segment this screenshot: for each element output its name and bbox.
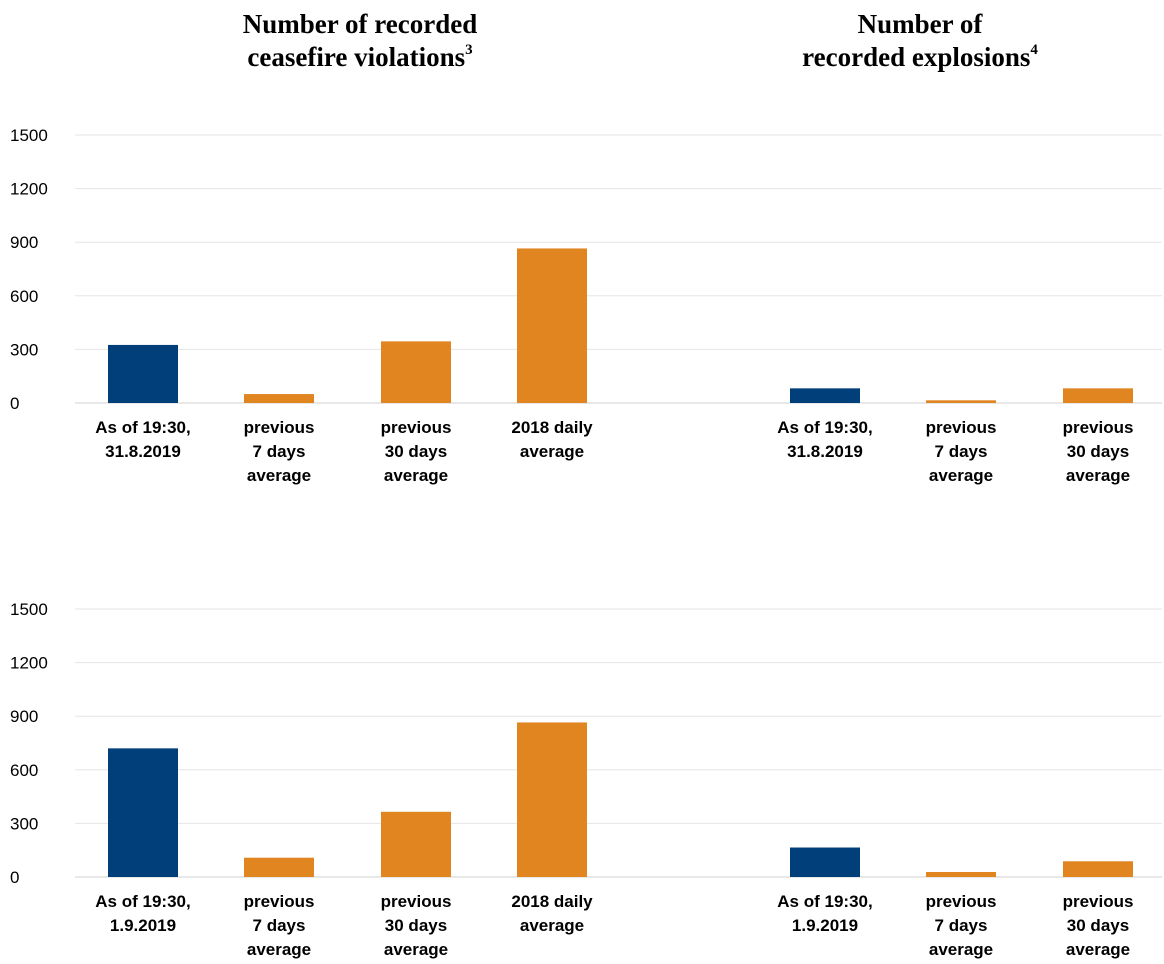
- y-tick-label: 600: [10, 287, 38, 306]
- category-label-line: previous: [244, 892, 315, 911]
- category-label-line: average: [384, 940, 448, 959]
- title-line-2-text: ceasefire violations: [247, 42, 466, 72]
- category-label-line: 1.9.2019: [792, 916, 858, 935]
- bar-average: [517, 248, 587, 403]
- category-label-line: average: [929, 940, 993, 959]
- category-label: As of 19:30, 31.8.2019: [95, 418, 190, 461]
- bar-current: [108, 344, 178, 403]
- category-label: previous 30 days average: [381, 892, 452, 959]
- category-label: As of 19:30, 1.9.2019: [777, 892, 872, 935]
- category-label-line: 7 days: [253, 442, 306, 461]
- category-label-line: 7 days: [253, 916, 306, 935]
- bar-average: [517, 722, 587, 877]
- category-label-line: average: [247, 940, 311, 959]
- category-label: 2018 daily average: [511, 892, 593, 935]
- bar-average: [381, 341, 451, 403]
- category-label: previous 30 days average: [381, 418, 452, 485]
- category-label: previous 7 days average: [244, 418, 315, 485]
- y-tick-label: 0: [10, 394, 19, 413]
- category-label: previous 30 days average: [1063, 892, 1134, 959]
- category-label: 2018 daily average: [511, 418, 593, 461]
- bar-current: [108, 748, 178, 877]
- category-label: As of 19:30, 1.9.2019: [95, 892, 190, 935]
- category-label-line: average: [247, 466, 311, 485]
- category-label-line: 31.8.2019: [105, 442, 181, 461]
- y-tick-label: 1500: [10, 126, 48, 145]
- y-tick-label: 1500: [10, 600, 48, 619]
- footnote-marker: 3: [465, 42, 473, 58]
- category-label-line: average: [929, 466, 993, 485]
- y-tick-label: 900: [10, 233, 38, 252]
- category-label-line: previous: [381, 418, 452, 437]
- y-tick-label: 600: [10, 761, 38, 780]
- bar-average: [244, 857, 314, 877]
- title-line-2: ceasefire violations3: [80, 41, 640, 74]
- category-label-line: As of 19:30,: [777, 892, 872, 911]
- category-label-line: As of 19:30,: [777, 418, 872, 437]
- category-label-line: As of 19:30,: [95, 892, 190, 911]
- footnote-marker: 4: [1030, 42, 1038, 58]
- category-label-line: 2018 daily: [511, 418, 593, 437]
- y-tick-label: 300: [10, 814, 38, 833]
- category-label: previous 7 days average: [244, 892, 315, 959]
- category-label-line: 7 days: [935, 916, 988, 935]
- y-tick-label: 0: [10, 868, 19, 887]
- category-label-line: average: [520, 442, 584, 461]
- category-label-line: 30 days: [385, 916, 447, 935]
- category-label-line: 31.8.2019: [787, 442, 863, 461]
- category-label-line: 30 days: [385, 442, 447, 461]
- category-label-line: As of 19:30,: [95, 418, 190, 437]
- y-tick-label: 900: [10, 707, 38, 726]
- bar-average: [1063, 388, 1133, 403]
- category-label-line: 30 days: [1067, 916, 1129, 935]
- category-label-line: 30 days: [1067, 442, 1129, 461]
- title-line-1: Number of recorded: [242, 9, 478, 39]
- category-label-line: average: [520, 916, 584, 935]
- category-label: previous 7 days average: [926, 418, 997, 485]
- category-label-line: 1.9.2019: [110, 916, 176, 935]
- category-label-line: average: [1066, 466, 1130, 485]
- category-label-line: previous: [1063, 892, 1134, 911]
- y-tick-label: 300: [10, 340, 38, 359]
- chart-title-explosions: Number of recorded explosions4: [690, 8, 1150, 74]
- title-line-2-text: recorded explosions: [802, 42, 1031, 72]
- bar-average: [926, 400, 996, 403]
- chart-title-ceasefire-violations: Number of recorded ceasefire violations3: [80, 8, 640, 74]
- category-label-line: previous: [244, 418, 315, 437]
- category-label-line: 7 days: [935, 442, 988, 461]
- bar-average: [381, 811, 451, 877]
- category-label: previous 30 days average: [1063, 418, 1134, 485]
- category-label-line: previous: [1063, 418, 1134, 437]
- category-label-line: average: [1066, 940, 1130, 959]
- category-label: previous 7 days average: [926, 892, 997, 959]
- title-line-2: recorded explosions4: [690, 41, 1150, 74]
- y-tick-label: 1200: [10, 654, 48, 673]
- category-label-line: average: [384, 466, 448, 485]
- bar-current: [790, 388, 860, 403]
- bar-average: [926, 871, 996, 877]
- category-label-line: previous: [926, 892, 997, 911]
- title-line-1: Number of: [857, 9, 983, 39]
- bar-current: [790, 847, 860, 877]
- category-label: As of 19:30, 31.8.2019: [777, 418, 872, 461]
- category-label-line: 2018 daily: [511, 892, 593, 911]
- category-label-line: previous: [381, 892, 452, 911]
- bar-average: [1063, 861, 1133, 877]
- y-tick-label: 1200: [10, 180, 48, 199]
- bar-average: [244, 394, 314, 403]
- category-label-line: previous: [926, 418, 997, 437]
